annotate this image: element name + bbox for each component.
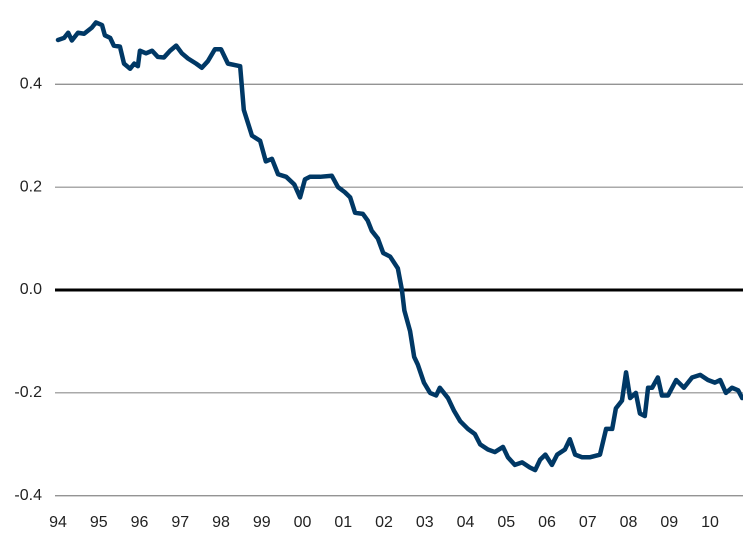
- y-tick-label: 0.0: [20, 281, 42, 298]
- x-tick-label: 95: [90, 514, 108, 531]
- x-tick-label: 08: [620, 514, 638, 531]
- y-tick-label: 0.4: [20, 75, 42, 92]
- x-tick-label: 98: [212, 514, 230, 531]
- x-tick-label: 07: [579, 514, 597, 531]
- x-tick-label: 06: [538, 514, 556, 531]
- y-tick-label: -0.4: [14, 487, 42, 504]
- y-tick-label: -0.2: [14, 384, 42, 401]
- x-tick-label: 00: [294, 514, 312, 531]
- line: [55, 20, 743, 473]
- x-tick-label: 05: [497, 514, 515, 531]
- x-tick-label: 10: [701, 514, 719, 531]
- y-tick-label: 0.2: [20, 178, 42, 195]
- x-tick-label: 96: [131, 514, 149, 531]
- x-tick-label: 02: [375, 514, 393, 531]
- x-tick-label: 01: [334, 514, 352, 531]
- x-tick-label: 09: [660, 514, 678, 531]
- x-tick-label: 99: [253, 514, 271, 531]
- x-tick-label: 97: [171, 514, 189, 531]
- x-tick-label: 03: [416, 514, 434, 531]
- x-tick-label: 04: [457, 514, 475, 531]
- x-tick-label: 94: [49, 514, 67, 531]
